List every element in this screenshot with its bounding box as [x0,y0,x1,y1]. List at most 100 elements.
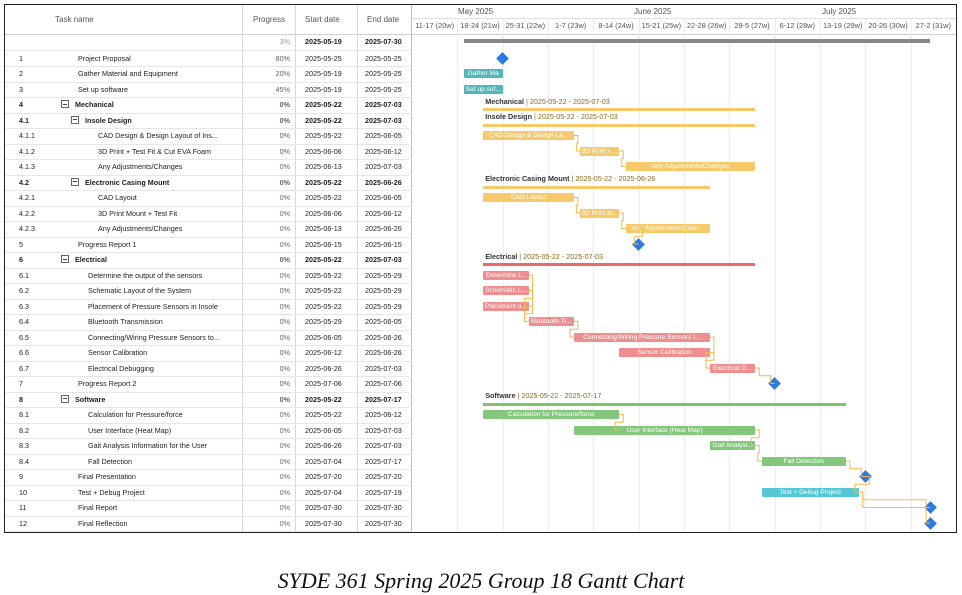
task-bar[interactable]: Any Adjustments/Changes [625,162,756,171]
task-bar[interactable]: Fall Detection [761,456,846,466]
task-name[interactable]: Gait Analysis Information for the User [88,438,263,454]
header-progress[interactable]: Progress [253,15,286,24]
task-name[interactable]: Connecting/Wiring Pressure Sensors to... [88,330,263,346]
task-bar[interactable]: Gait Analysi... [709,441,756,450]
summary-bar[interactable] [483,263,756,266]
task-bar[interactable]: Any Adjustments/Chan... [625,224,710,233]
task-name[interactable]: Software [61,392,236,408]
task-name[interactable]: Schematic Layout of the System [88,283,263,299]
task-bar[interactable]: Electrical D... [709,363,756,373]
task-name[interactable]: Sensor Calibration [88,345,263,361]
task-name[interactable]: Project Proposal [78,51,253,67]
task-row[interactable]: 10 Test + Debug Project 0% 2025-07-04 2025-0… [5,485,412,501]
task-row[interactable]: 12 Final Reflection 0% 2025-07-30 2025-07-30 [5,516,412,532]
task-name[interactable]: Mechanical [61,97,236,113]
task-name[interactable]: Set up software [78,82,253,98]
task-bar[interactable]: CAD Layout [483,193,574,202]
task-row[interactable]: 6 Electrical 0% 2025-05-22 2025-07-03 [5,252,412,269]
summary-bar[interactable] [483,123,756,127]
collapse-icon[interactable] [61,100,69,109]
task-bar[interactable]: Bluetooth Tr... [528,317,574,326]
summary-bar[interactable] [483,402,846,406]
task-bar[interactable]: Gather Ma [463,69,503,78]
task-name[interactable]: Progress Report 2 [78,376,253,392]
task-name[interactable]: Bluetooth Transmission [88,314,263,330]
task-name[interactable]: Test + Debug Project [78,485,253,501]
task-row[interactable]: 8.4 Fall Detection 0% 2025-07-04 2025-07-17 [5,454,412,470]
task-row[interactable]: 6.3 Placement of Pressure Sensors in Inso… [5,299,412,315]
task-row[interactable]: 6.7 Electrical Debugging 0% 2025-06-26 2025-… [5,361,412,377]
task-row[interactable]: 4.1 Insole Design 0% 2025-05-22 2025-07-03 [5,113,412,129]
task-row[interactable]: 4.1.1 CAD Design & Design Layout of Ins..… [5,128,412,145]
task-bar[interactable]: Test + Debug Project [761,487,859,497]
milestone-marker[interactable] [923,501,937,514]
task-name[interactable]: Insole Design [71,113,246,129]
task-name[interactable]: CAD Layout [98,190,273,206]
summary-bar[interactable] [483,108,756,111]
task-name[interactable]: Electrical [61,252,236,268]
task-name[interactable]: Progress Report 1 [78,237,253,253]
task-bar[interactable]: Placement o... [483,301,529,311]
task-name[interactable]: Placement of Pressure Sensors in Insole [88,299,263,315]
task-name[interactable]: User Interface (Heat Map) [88,423,263,439]
task-row[interactable]: 8.2 User Interface (Heat Map) 0% 2025-06-05… [5,423,412,439]
collapse-icon[interactable] [71,177,79,186]
task-row[interactable]: 6.5 Connecting/Wiring Pressure Sensors to… [5,330,412,346]
task-row[interactable]: 8.3 Gait Analysis Information for the Use… [5,438,412,455]
task-bar[interactable]: 3D Print + ... [580,146,620,156]
task-row[interactable]: 7 Progress Report 2 0% 2025-07-06 2025-07-06 [5,376,412,393]
task-bar[interactable]: Sensor Calibration [619,348,710,357]
project-summary-bar[interactable] [463,39,931,43]
collapse-icon[interactable] [71,115,79,124]
task-row[interactable]: 8 Software 0% 2025-05-22 2025-07-17 [5,392,412,408]
task-row[interactable]: 6.4 Bluetooth Transmission 0% 2025-05-29 202… [5,314,412,331]
header-end-date[interactable]: End date [367,15,400,24]
summary-bar[interactable] [483,185,710,189]
task-row[interactable]: 3 Set up software 45% 2025-05-19 2025-05-25 [5,82,412,98]
project-summary-row[interactable]: 3% 2025-05-19 2025-07-30 [5,34,412,51]
task-name[interactable]: Calculation for Pressure/force [88,407,263,423]
task-bar[interactable]: Set up sof... [463,84,503,94]
task-row[interactable]: 4.1.3 Any Adjustments/Changes 0% 2025-06-13… [5,159,412,176]
task-name[interactable]: Electrical Debugging [88,361,263,377]
task-row[interactable]: 4.2.1 CAD Layout 0% 2025-05-22 2025-06-05 [5,190,412,207]
milestone-marker[interactable] [923,516,937,530]
task-name[interactable]: Any Adjustments/Changes [98,159,273,175]
task-bar[interactable]: Determine t... [483,270,529,280]
milestone-marker[interactable] [858,470,872,483]
task-bar[interactable]: Calculation for Pressure/force [483,410,620,419]
task-row[interactable]: 1 Project Proposal 80% 2025-05-25 2025-05-25 [5,51,412,67]
milestone-marker[interactable] [496,51,510,65]
task-name[interactable]: Determine the output of the sensors [88,268,263,284]
task-row[interactable]: 2 Gather Material and Equipment 20% 2025-05… [5,66,412,83]
task-row[interactable]: 4 Mechanical 0% 2025-05-22 2025-07-03 [5,97,412,114]
task-name[interactable]: CAD Design & Design Layout of Ins... [98,128,273,144]
collapse-icon[interactable] [61,394,69,403]
task-row[interactable]: 6.2 Schematic Layout of the System 0% 2025-… [5,283,412,300]
task-row[interactable]: 9 Final Presentation 0% 2025-07-20 2025-07-2… [5,469,412,486]
task-name[interactable]: 3D Print + Test Fit & Cut EVA Foam [98,144,273,160]
task-row[interactable]: 4.2.2 3D Print Mount + Test Fit 0% 2025-06-… [5,206,412,222]
milestone-marker[interactable] [632,237,646,251]
task-bar[interactable]: CAD Design & Design La... [483,131,574,140]
task-row[interactable]: 4.1.2 3D Print + Test Fit & Cut EVA Foam 0… [5,144,412,160]
task-row[interactable]: 6.1 Determine the output of the sensors 0%… [5,268,412,284]
task-bar[interactable]: Connecting/Wiring Pressure Sensors I... [573,332,710,342]
task-name[interactable]: Fall Detection [88,454,263,470]
task-bar[interactable]: 3D Print M... [580,208,620,218]
task-name[interactable]: 3D Print Mount + Test Fit [98,206,273,222]
header-start-date[interactable]: Start date [305,15,340,24]
task-row[interactable]: 4.2.3 Any Adjustments/Changes 0% 2025-06-13… [5,221,412,238]
task-name[interactable]: Gather Material and Equipment [78,66,253,82]
task-row[interactable]: 11 Final Report 0% 2025-07-30 2025-07-30 [5,500,412,517]
task-row[interactable]: 5 Progress Report 1 0% 2025-06-15 2025-06-15 [5,237,412,253]
task-name[interactable]: Final Reflection [78,516,253,532]
task-bar[interactable]: Schematic L... [483,286,529,295]
collapse-icon[interactable] [61,255,69,264]
task-row[interactable]: 6.6 Sensor Calibration 0% 2025-06-12 2025-06… [5,345,412,362]
task-name[interactable]: Final Presentation [78,469,253,485]
header-task-name[interactable]: Task name [55,15,94,24]
task-name[interactable]: Any Adjustments/Changes [98,221,273,237]
milestone-marker[interactable] [768,377,782,390]
task-name[interactable]: Electronic Casing Mount [71,175,246,191]
